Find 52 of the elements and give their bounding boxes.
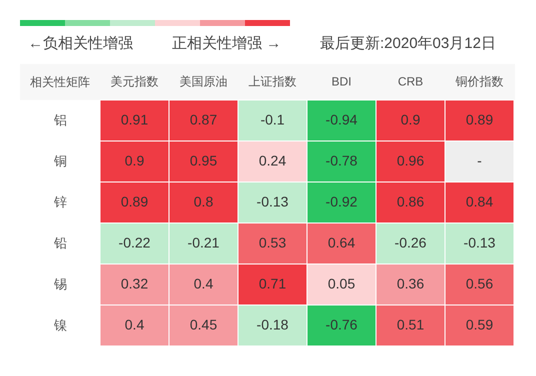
data-label: 0.45 [190,316,218,332]
data-label: -0.78 [326,152,358,168]
y-tick-label: 铜 [53,154,67,168]
text: ←负相关性增强 [28,34,133,53]
data-label: 0.89 [120,194,148,210]
y-axis-title: 相关性矩阵 [29,74,91,91]
data-label: -0.22 [118,234,151,250]
data-label: -0.18 [256,316,289,332]
data-label: 0.36 [396,276,424,292]
y-tick-label: 铅 [53,236,67,250]
data-label: 0.91 [120,112,148,128]
data-label: -0.92 [326,194,358,210]
data-label: -0.13 [464,234,496,250]
text: 正相关性增强 → [172,34,282,53]
data-label: 0.53 [258,234,286,250]
data-label: -0.94 [326,112,358,128]
data-label: 0.87 [190,112,218,128]
x-tick-label: 美元指数 [110,74,158,88]
data-label: -0.76 [326,316,358,332]
data-label: -0.1 [260,112,285,128]
data-label: -0.21 [188,234,220,250]
data-label: 0.86 [396,194,424,210]
y-tick-label: 铝 [53,112,67,128]
x-tick-label: 美国原油 [180,74,228,88]
text: 最后更新:2020年03月12日 [320,34,496,53]
data-label: 0.96 [396,152,424,168]
data-label: 0.56 [466,276,494,292]
data-label: 0.95 [190,152,218,168]
x-tick-label: 铜价指数 [454,74,504,88]
data-label: 0.89 [466,112,494,128]
x-tick-label: 上证指数 [248,74,296,88]
x-tick-label: BDI [331,74,352,88]
x-tick-label: CRB [398,74,424,88]
data-label: 0.59 [466,316,494,332]
data-label: 0.64 [328,234,356,250]
data-label: 0.51 [396,316,424,332]
data-label: 0.9 [124,152,144,168]
data-label: 0.9 [400,112,420,128]
data-label: 0.05 [328,276,356,292]
text: - [477,152,482,168]
y-tick-label: 镍 [53,318,67,332]
data-label: 0.71 [258,276,286,292]
data-label: 0.8 [194,194,214,210]
data-label: 0.4 [194,276,214,292]
data-label: 0.32 [120,276,148,292]
y-tick-label: 锌 [53,194,67,210]
data-label: 0.24 [258,152,286,168]
y-tick-label: 锡 [53,276,67,292]
data-label: -0.13 [256,194,289,210]
data-label: 0.84 [466,194,494,210]
data-label: -0.26 [394,234,427,250]
data-label: 0.4 [124,316,144,332]
